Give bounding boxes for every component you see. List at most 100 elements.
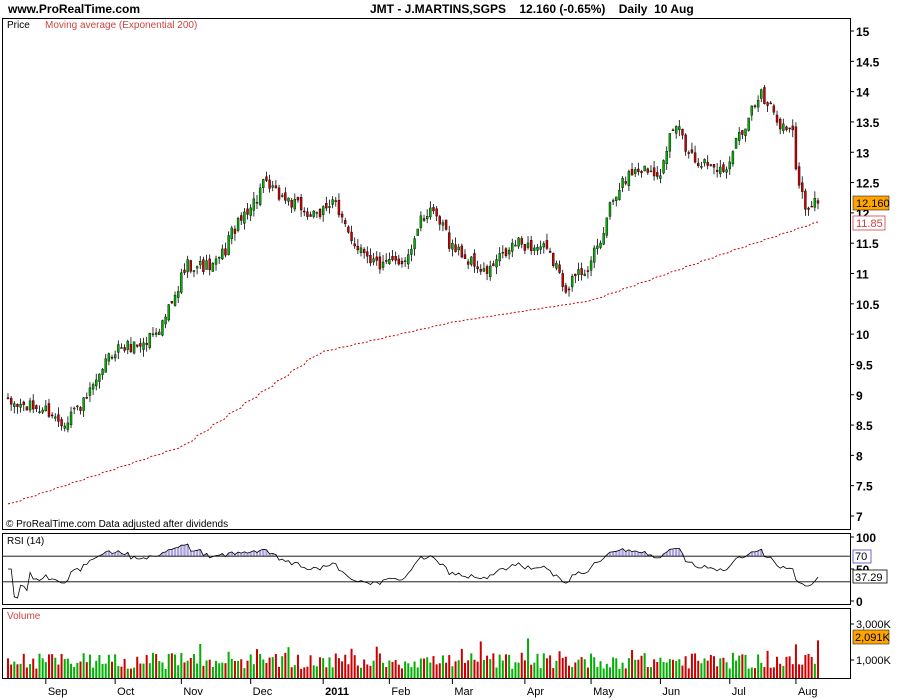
rsi-overbought-fill [195,550,199,557]
candle-body [394,256,397,261]
candle-body [19,403,22,408]
volume-bar [464,662,467,678]
candle-body [413,238,416,250]
rsi-overbought-fill [643,551,646,557]
candle-body [403,260,407,262]
candle-body [293,198,297,210]
candle-body [221,248,224,260]
volume-bar [432,656,435,678]
candle-body [350,231,353,242]
candle-body [287,197,290,202]
volume-bar [810,657,813,678]
candle-body [123,347,126,351]
candle-body [643,165,646,172]
volume-bar [763,667,766,678]
rsi-overbought-fill [618,550,621,557]
rsi-overbought-fill [668,549,672,557]
candle-body [738,132,741,141]
candle-body [489,265,492,277]
candle-body [375,256,378,261]
volume-bar [517,662,520,678]
volume-bar [621,662,624,678]
volume-bar [631,649,634,678]
volume-bar [410,667,413,678]
rsi-overbought-fill [170,549,174,557]
volume-bar [319,657,322,678]
volume-bar [640,655,643,678]
candle-body [457,246,460,251]
volume-panel-frame [2,608,851,679]
candle-body [16,403,19,407]
volume-bar [489,659,492,678]
volume-bar [618,668,621,678]
volume-bar [602,668,605,678]
candle-body [788,127,791,130]
rsi-overbought-fill [101,554,104,557]
candle-body [167,304,170,321]
volume-bar [659,657,662,678]
candle-body [451,242,454,250]
candle-body [583,273,586,276]
volume-bar [35,668,38,678]
volume-bar [312,665,315,678]
volume-bar [111,661,114,678]
volume-bar [564,656,567,678]
rsi-overbought-fill [161,552,164,557]
price-tick-label: 7.5 [856,480,873,494]
volume-bar [577,659,580,678]
price-tick-label: 14.5 [856,55,880,69]
candle-body [715,169,719,172]
candle-body [466,261,470,265]
candle-body [299,197,303,211]
candle-body [697,162,700,166]
candle-body [309,214,312,217]
candle-body [728,161,731,170]
volume-bar [580,657,583,678]
volume-bar [22,653,25,678]
candle-body [719,166,722,174]
volume-bar [637,659,640,678]
volume-bar [807,653,810,678]
volume-bar [375,646,378,678]
price-tick-label: 9 [856,389,863,403]
candle-body [315,212,319,214]
volume-bar [57,664,60,678]
volume-bar [315,666,318,678]
site-name[interactable]: www.ProRealTime.com [8,2,141,16]
candle-body [202,259,205,272]
rsi-overbought-fill [747,554,750,557]
candle-body [95,379,98,387]
volume-bar [177,665,180,678]
date-tick-label: Dec [253,686,273,698]
rsi-overbought-fill [637,552,640,557]
candle-body [605,217,609,236]
candle-body [690,149,694,153]
instrument-name: JMT - J.MARTINS,SGPS [370,2,507,16]
volume-bar [769,667,772,678]
data-note: © ProRealTime.com Data adjusted after di… [6,519,228,530]
volume-bar [596,666,599,678]
volume-bar [684,656,687,678]
candle-body [542,243,545,248]
volume-bar [416,667,419,678]
volume-bar [706,660,709,678]
candle-body [290,199,293,208]
candle-body [173,295,177,306]
volume-bar [334,653,337,678]
volume-bar [73,666,76,678]
volume-bar [265,662,268,678]
candle-body [148,333,152,348]
volume-bar [725,662,728,678]
last-price: 12.160 (-0.65%) [519,2,606,16]
volume-bar [255,649,258,678]
candle-body [378,256,382,270]
volume-bar [586,667,589,678]
candle-body [797,166,801,186]
candle-body [706,161,709,166]
volume-bar [590,653,593,678]
volume-bar [274,653,277,678]
volume-bar [731,652,734,678]
candle-body [13,403,16,407]
candle-body [35,405,38,410]
candle-body [142,342,145,350]
